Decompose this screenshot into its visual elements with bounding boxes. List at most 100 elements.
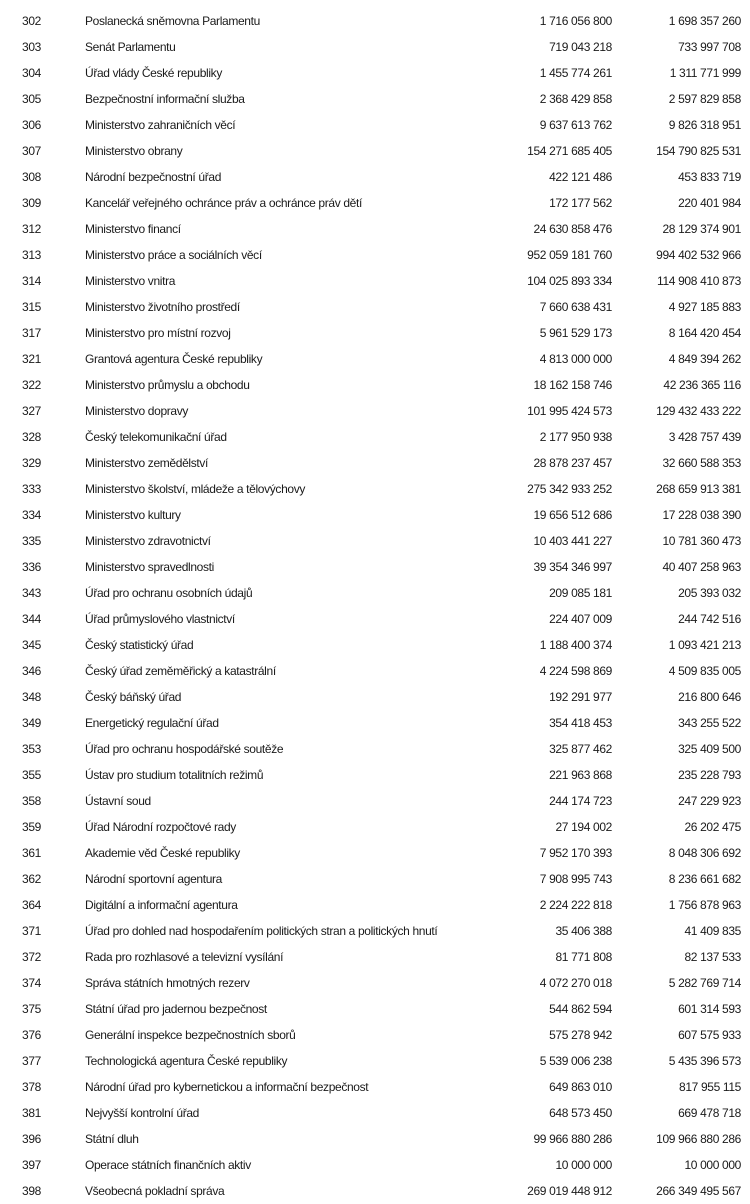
value-column-1: 325 877 462 [549,742,612,756]
table-row: 327 Ministerstvo dopravy 101 995 424 573 12… [0,398,750,424]
value-column-1: 192 291 977 [549,690,612,704]
chapter-code: 361 [22,846,41,860]
chapter-name: Ministerstvo zemědělství [85,456,208,470]
value-column-2: 453 833 719 [678,170,741,184]
chapter-code: 362 [22,872,41,886]
table-row: 305 Bezpečnostní informační služba 2 368 4… [0,86,750,112]
chapter-code: 372 [22,950,41,964]
table-row: 349 Energetický regulační úřad 354 418 453… [0,710,750,736]
chapter-name: Nejvyšší kontrolní úřad [85,1106,200,1120]
value-column-1: 81 771 808 [555,950,612,964]
value-column-2: 10 781 360 473 [662,534,741,548]
value-column-1: 4 072 270 018 [539,976,613,990]
chapter-name: Ministerstvo spravedlnosti [85,560,214,574]
value-column-2: 42 236 365 116 [663,378,741,392]
table-row: 334 Ministerstvo kultury 19 656 512 686 17 … [0,502,750,528]
value-column-2: 669 478 718 [678,1106,741,1120]
chapter-code: 328 [22,430,41,444]
chapter-name: Státní úřad pro jadernou bezpečnost [85,1002,267,1016]
value-column-1: 101 995 424 573 [527,404,612,418]
chapter-code: 321 [22,352,41,366]
value-column-1: 4 224 598 869 [539,664,613,678]
value-column-2: 343 255 522 [678,716,741,730]
chapter-name: Úřad vlády České republiky [85,66,222,80]
value-column-2: 8 236 661 682 [668,872,742,886]
value-column-1: 575 278 942 [549,1028,612,1042]
value-column-1: 1 455 774 261 [539,66,613,80]
value-column-2: 235 228 793 [678,768,741,782]
table-row: 303 Senát Parlamentu 719 043 218 733 997 70… [0,34,750,60]
table-row: 371 Úřad pro dohled nad hospodařením poli… [0,918,750,944]
chapter-code: 303 [22,40,41,54]
value-column-1: 24 630 858 476 [533,222,612,236]
value-column-1: 275 342 933 252 [527,482,612,496]
chapter-code: 329 [22,456,41,470]
chapter-name: Rada pro rozhlasové a televizní vysílání [85,950,284,964]
chapter-code: 309 [22,196,41,210]
table-row: 348 Český báňský úřad 192 291 977 216 800 6… [0,684,750,710]
table-row: 329 Ministerstvo zemědělství 28 878 237 45… [0,450,750,476]
value-column-1: 648 573 450 [549,1106,612,1120]
chapter-name: Ministerstvo průmyslu a obchodu [85,378,250,392]
value-column-1: 154 271 685 405 [527,144,612,158]
chapter-name: Ministerstvo životního prostředí [85,300,240,314]
chapter-name: Kancelář veřejného ochránce práv a ochrá… [85,196,362,210]
table-row: 359 Úřad Národní rozpočtové rady 27 194 00… [0,814,750,840]
value-column-2: 4 927 185 883 [668,300,742,314]
value-column-2: 601 314 593 [678,1002,741,1016]
value-column-1: 9 637 613 762 [539,118,613,132]
value-column-1: 269 019 448 912 [527,1184,612,1198]
value-column-2: 10 000 000 [684,1158,741,1172]
chapter-name: Ministerstvo obrany [85,144,183,158]
chapter-code: 312 [22,222,41,236]
value-column-2: 5 282 769 714 [668,976,742,990]
value-column-1: 10 000 000 [555,1158,612,1172]
table-row: 372 Rada pro rozhlasové a televizní vysíl… [0,944,750,970]
value-column-1: 172 177 562 [549,196,612,210]
chapter-name: Digitální a informační agentura [85,898,238,912]
value-column-1: 649 863 010 [549,1080,612,1094]
table-row: 377 Technologická agentura České republik… [0,1048,750,1074]
value-column-2: 244 742 516 [678,612,741,626]
value-column-2: 2 597 829 858 [668,92,742,106]
value-column-1: 244 174 723 [549,794,612,808]
table-row: 376 Generální inspekce bezpečnostních sbo… [0,1022,750,1048]
chapter-code: 308 [22,170,41,184]
table-row: 321 Grantová agentura České republiky 4 81… [0,346,750,372]
chapter-name: Technologická agentura České republiky [85,1054,288,1068]
chapter-code: 371 [22,924,41,938]
table-row: 396 Státní dluh 99 966 880 286 109 966 880 … [0,1126,750,1152]
chapter-code: 336 [22,560,41,574]
value-column-2: 5 435 396 573 [668,1054,742,1068]
table-row: 381 Nejvyšší kontrolní úřad 648 573 450 669… [0,1100,750,1126]
chapter-code: 305 [22,92,41,106]
chapter-name: Český telekomunikační úřad [85,430,227,444]
table-row: 302 Poslanecká sněmovna Parlamentu 1 716 0… [0,8,750,34]
chapter-name: Akademie věd České republiky [85,846,240,860]
table-row: 335 Ministerstvo zdravotnictví 10 403 441 … [0,528,750,554]
table-row: 345 Český statistický úřad 1 188 400 374 1 … [0,632,750,658]
chapter-code: 304 [22,66,41,80]
table-row: 374 Správa státních hmotných rezerv 4 072 … [0,970,750,996]
chapter-name: Grantová agentura České republiky [85,352,263,366]
value-column-1: 354 418 453 [549,716,612,730]
table-row: 397 Operace státních finančních aktiv 10 0… [0,1152,750,1178]
value-column-1: 221 963 868 [549,768,612,782]
value-column-1: 209 085 181 [549,586,612,600]
value-column-1: 18 162 158 746 [533,378,612,392]
value-column-2: 41 409 835 [684,924,741,938]
chapter-code: 364 [22,898,41,912]
value-column-1: 28 878 237 457 [533,456,612,470]
value-column-1: 2 368 429 858 [539,92,613,106]
table-row: 307 Ministerstvo obrany 154 271 685 405 154… [0,138,750,164]
table-row: 309 Kancelář veřejného ochránce práv a oc… [0,190,750,216]
chapter-name: Ministerstvo kultury [85,508,181,522]
value-column-2: 4 849 394 262 [668,352,742,366]
chapter-code: 375 [22,1002,41,1016]
table-row: 355 Ústav pro studium totalitních režimů 2… [0,762,750,788]
chapter-name: Ministerstvo školství, mládeže a tělovýc… [85,482,306,496]
chapter-code: 398 [22,1184,41,1198]
value-column-1: 7 952 170 393 [539,846,613,860]
table-row: 313 Ministerstvo práce a sociálních věcí 9… [0,242,750,268]
table-row: 322 Ministerstvo průmyslu a obchodu 18 162… [0,372,750,398]
